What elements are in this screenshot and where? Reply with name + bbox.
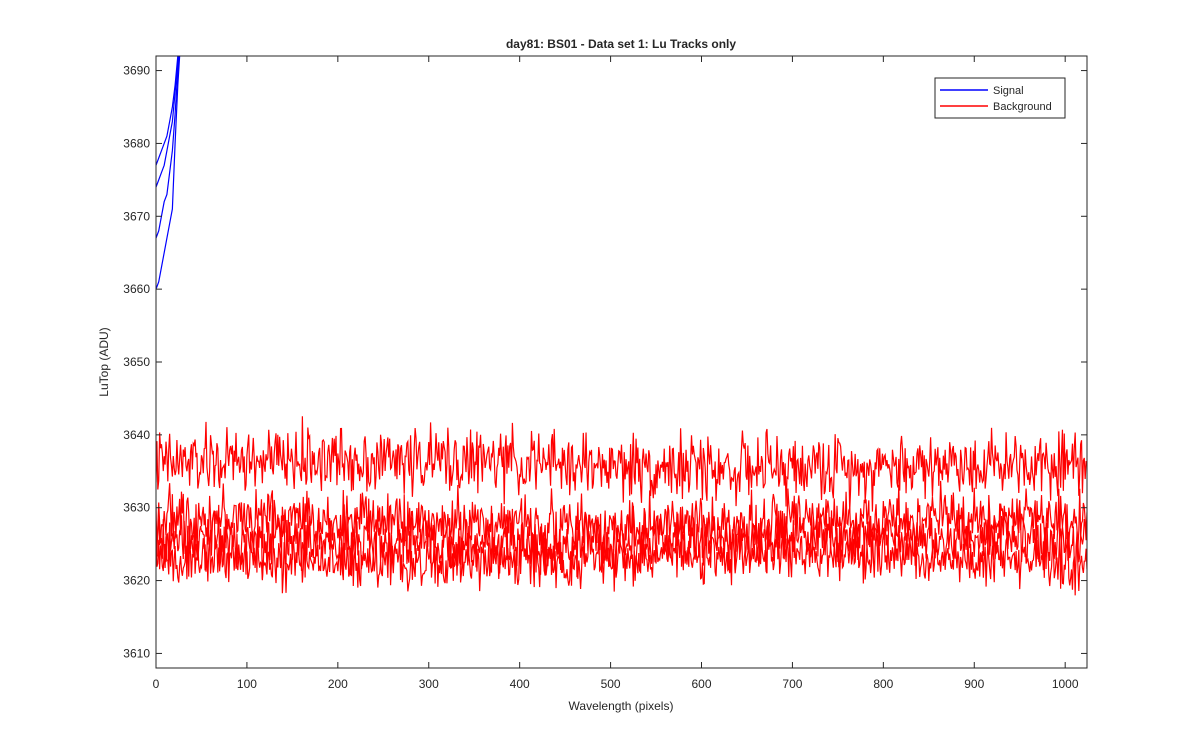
signal-trace-2 [156,56,180,239]
y-tick-label: 3660 [123,282,150,296]
background-trace-4 [156,522,1087,596]
x-tick-label: 800 [873,677,893,691]
x-tick-label: 600 [691,677,711,691]
legend-label-signal: Signal [993,85,1024,97]
x-tick-label: 200 [328,677,348,691]
x-tick-label: 700 [782,677,802,691]
y-tick-label: 3640 [123,428,150,442]
signal-trace-1 [156,56,181,290]
chart-title: day81: BS01 - Data set 1: Lu Tracks only [506,37,736,51]
signal-trace-3 [156,56,180,188]
y-tick-label: 3620 [123,574,150,588]
legend: Signal Background [934,77,1066,119]
x-axis: 0 100 200 300 400 500 600 700 800 900 1000 [153,56,1079,691]
y-tick-label: 3670 [123,209,150,223]
x-tick-label: 900 [964,677,984,691]
x-tick-label: 300 [419,677,439,691]
background-trace-3 [156,499,1087,580]
y-tick-label: 3630 [123,501,150,515]
x-tick-label: 500 [601,677,621,691]
y-tick-label: 3650 [123,355,150,369]
legend-box [934,77,1066,119]
signal-trace-4 [156,56,179,166]
y-axis: 3610 3620 3630 3640 3650 3660 3670 3680 3690 [123,64,1087,660]
y-tick-label: 3690 [123,64,150,78]
x-tick-label: 100 [237,677,257,691]
x-axis-label: Wavelength (pixels) [569,699,674,713]
legend-label-background: Background [993,101,1052,113]
x-tick-label: 1000 [1052,677,1079,691]
x-tick-label: 0 [153,677,160,691]
series-layer [156,56,1087,596]
y-tick-label: 3680 [123,136,150,150]
background-trace-2 [156,480,1087,565]
x-tick-label: 400 [510,677,530,691]
background-trace-1 [156,416,1087,512]
y-tick-label: 3610 [123,646,150,660]
y-axis-label: LuTop (ADU) [97,327,111,396]
